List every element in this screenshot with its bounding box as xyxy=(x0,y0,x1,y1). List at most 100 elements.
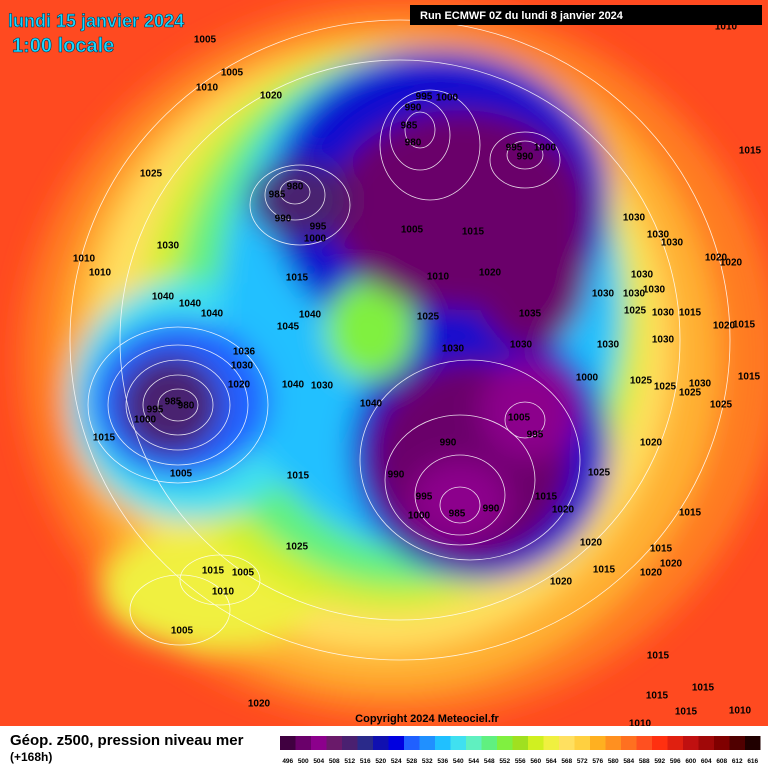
isobar-label: 980 xyxy=(287,182,304,193)
legend-swatch xyxy=(373,736,389,750)
legend-label: 576 xyxy=(592,758,603,765)
color-legend: 496 500 504 508 512 516 520 524 528 532 536 540 544 5… xyxy=(280,736,761,765)
isobar-label: 1015 xyxy=(739,146,762,157)
isobar-label: 1010 xyxy=(196,83,219,94)
isobar-label: 990 xyxy=(275,214,292,225)
legend-swatch xyxy=(652,736,668,750)
legend-label: 596 xyxy=(670,758,681,765)
legend-swatch xyxy=(745,736,761,750)
isobar-label: 1030 xyxy=(442,344,465,355)
isobar-label: 1010 xyxy=(427,272,450,283)
legend-swatch xyxy=(559,736,575,750)
legend-label: 516 xyxy=(360,758,371,765)
isobar-label: 1025 xyxy=(630,376,653,387)
isobar-label: 1020 xyxy=(580,538,603,549)
isobar-label: 1030 xyxy=(510,340,533,351)
isobar-label: 980 xyxy=(178,401,195,412)
isobar-label: 1010 xyxy=(629,719,652,730)
isobar-label: 1030 xyxy=(592,289,615,300)
isobar-label: 1035 xyxy=(519,309,542,320)
isobar-label: 995 xyxy=(310,222,327,233)
isobar-label: 1020 xyxy=(720,258,743,269)
isobar-label: 1030 xyxy=(311,381,334,392)
isobar-label: 1025 xyxy=(710,400,733,411)
legend-label: 528 xyxy=(406,758,417,765)
isobar-label: 1015 xyxy=(733,320,756,331)
isobar-label: 1015 xyxy=(738,372,761,383)
isobar-label: 990 xyxy=(405,103,422,114)
isobar-label: 1015 xyxy=(462,227,485,238)
run-info: Run ECMWF 0Z du lundi 8 janvier 2024 xyxy=(420,10,624,22)
isobar-label: 1005 xyxy=(221,68,244,79)
isobar-label: 1015 xyxy=(679,508,702,519)
legend-swatch xyxy=(574,736,590,750)
legend-label: 520 xyxy=(375,758,386,765)
isobar-label: 1015 xyxy=(535,492,558,503)
legend-label: 496 xyxy=(282,758,293,765)
isobar-label: 1015 xyxy=(93,433,116,444)
isobar-label: 1000 xyxy=(534,143,557,154)
isobar-label: 1020 xyxy=(552,505,575,516)
legend-swatch xyxy=(698,736,714,750)
isobar-label: 1040 xyxy=(152,292,175,303)
isobar-label: 1025 xyxy=(679,388,702,399)
isobar-label: 1000 xyxy=(436,93,459,104)
legend-swatch xyxy=(621,736,637,750)
isobar-label: 1000 xyxy=(134,415,157,426)
isobar-label: 985 xyxy=(449,509,466,520)
isobar-label: 995 xyxy=(416,92,433,103)
isobar-label: 1005 xyxy=(171,626,194,637)
legend-label: 612 xyxy=(732,758,743,765)
isobar-label: 1040 xyxy=(179,299,202,310)
legend-label: 588 xyxy=(639,758,650,765)
isobar-label: 1030 xyxy=(597,340,620,351)
legend-swatch xyxy=(311,736,327,750)
legend-label: 572 xyxy=(577,758,588,765)
legend-swatch xyxy=(388,736,404,750)
isobar-label: 1010 xyxy=(212,587,235,598)
isobar-label: 1030 xyxy=(231,361,254,372)
legend-swatch xyxy=(280,736,296,750)
isobar-label: 1010 xyxy=(715,22,738,33)
legend-swatch xyxy=(357,736,373,750)
legend-swatch xyxy=(667,736,683,750)
isobar-label: 1040 xyxy=(201,309,224,320)
isobar-label: 985 xyxy=(165,397,182,408)
isobar-label: 1020 xyxy=(705,253,728,264)
isobar-label: 1020 xyxy=(228,380,251,391)
isobar-label: 985 xyxy=(401,121,418,132)
legend-label: 552 xyxy=(499,758,510,765)
legend-swatch xyxy=(450,736,466,750)
isobar-label: 1000 xyxy=(576,373,599,384)
legend-label: 536 xyxy=(437,758,448,765)
isobar-label: 1010 xyxy=(729,706,752,717)
copyright: Copyright 2024 Meteociel.fr xyxy=(355,713,499,725)
isobar-label: 1015 xyxy=(647,651,670,662)
isobar-label: 1005 xyxy=(232,568,255,579)
isobar-label: 1036 xyxy=(233,347,256,358)
isobar-label: 990 xyxy=(440,438,457,449)
isobar-label: 1020 xyxy=(479,268,502,279)
isobar-label: 1005 xyxy=(508,413,531,424)
isobar-label: 1025 xyxy=(624,306,647,317)
isobar-label: 1025 xyxy=(654,382,677,393)
isobar-label: 1040 xyxy=(282,380,305,391)
legend-label: 584 xyxy=(623,758,634,765)
isobar-label: 1020 xyxy=(640,438,663,449)
isobar-label: 995 xyxy=(506,143,523,154)
isobar-label: 1010 xyxy=(73,254,96,265)
local-time: 1:00 locale xyxy=(12,35,114,57)
legend-swatch xyxy=(435,736,451,750)
isobar-label: 1010 xyxy=(89,268,112,279)
legend-swatch xyxy=(326,736,342,750)
legend-label: 608 xyxy=(716,758,727,765)
isobar-label: 1030 xyxy=(631,270,654,281)
legend-swatch xyxy=(404,736,420,750)
legend-label: 568 xyxy=(561,758,572,765)
isobar-label: 1030 xyxy=(652,308,675,319)
isobars xyxy=(69,19,731,661)
isobar-label: 1040 xyxy=(299,310,322,321)
legend-swatch xyxy=(714,736,730,750)
isobar-label: 1030 xyxy=(652,335,675,346)
